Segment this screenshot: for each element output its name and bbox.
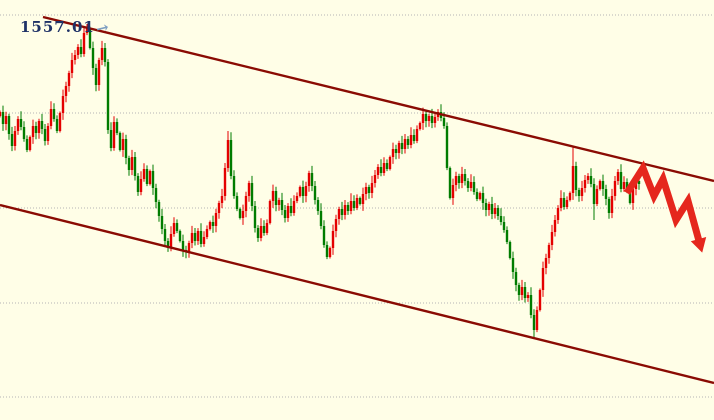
price-annotation: 1557.01→ [20, 17, 112, 39]
lower-channel-line[interactable] [0, 203, 714, 385]
annotation-arrow-icon: → [94, 17, 112, 39]
forecast-arrowhead [690, 237, 707, 253]
forecast-arrow-line[interactable] [624, 160, 703, 242]
price-annotation-text: 1557.01 [20, 18, 95, 36]
upper-channel-line[interactable] [42, 15, 714, 183]
